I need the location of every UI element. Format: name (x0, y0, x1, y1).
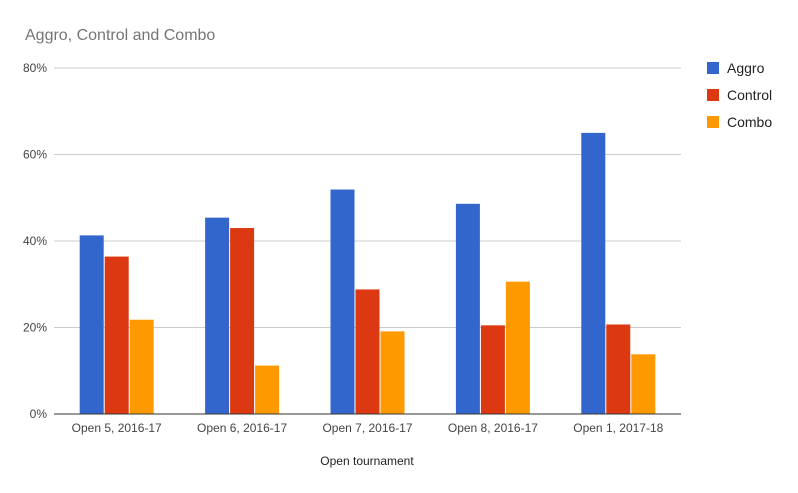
bar-aggro-5 (581, 132, 606, 414)
y-tick-label: 80% (23, 61, 47, 75)
bar-control-1 (104, 256, 129, 414)
legend-label-combo: Combo (727, 114, 772, 130)
bar-control-5 (606, 324, 631, 414)
bar-combo-1 (129, 319, 154, 414)
x-tick-label: Open 6, 2016-17 (197, 421, 287, 435)
x-tick-label: Open 7, 2016-17 (322, 421, 412, 435)
legend-label-aggro: Aggro (727, 60, 765, 76)
y-tick-label: 20% (23, 321, 47, 335)
legend-swatch-aggro (707, 62, 719, 74)
y-tick-label: 0% (30, 407, 48, 421)
x-axis-ticks: Open 5, 2016-17 Open 6, 2016-17 Open 7, 20… (72, 421, 664, 435)
bar-control-2 (230, 228, 255, 414)
y-axis-ticks: 0% 20% 40% 60% 80% (23, 61, 47, 421)
x-tick-label: Open 5, 2016-17 (72, 421, 162, 435)
legend-label-control: Control (727, 87, 772, 103)
x-axis-title: Open tournament (320, 454, 414, 468)
bar-combo-2 (255, 365, 280, 414)
bar-aggro-1 (79, 235, 104, 414)
bar-aggro-2 (205, 217, 230, 414)
bar-combo-5 (631, 354, 656, 414)
chart-title: Aggro, Control and Combo (25, 27, 215, 44)
bar-control-3 (355, 289, 380, 414)
y-tick-label: 40% (23, 234, 47, 248)
x-tick-label: Open 1, 2017-18 (573, 421, 663, 435)
legend: Aggro Control Combo (707, 60, 772, 130)
bar-aggro-4 (455, 203, 480, 414)
x-tick-label: Open 8, 2016-17 (448, 421, 538, 435)
y-tick-label: 60% (23, 148, 47, 162)
legend-swatch-combo (707, 116, 719, 128)
bar-control-4 (480, 325, 505, 414)
bars (79, 132, 656, 414)
bar-combo-4 (505, 281, 530, 414)
bar-aggro-3 (330, 189, 355, 414)
legend-swatch-control (707, 89, 719, 101)
bar-combo-3 (380, 331, 405, 414)
